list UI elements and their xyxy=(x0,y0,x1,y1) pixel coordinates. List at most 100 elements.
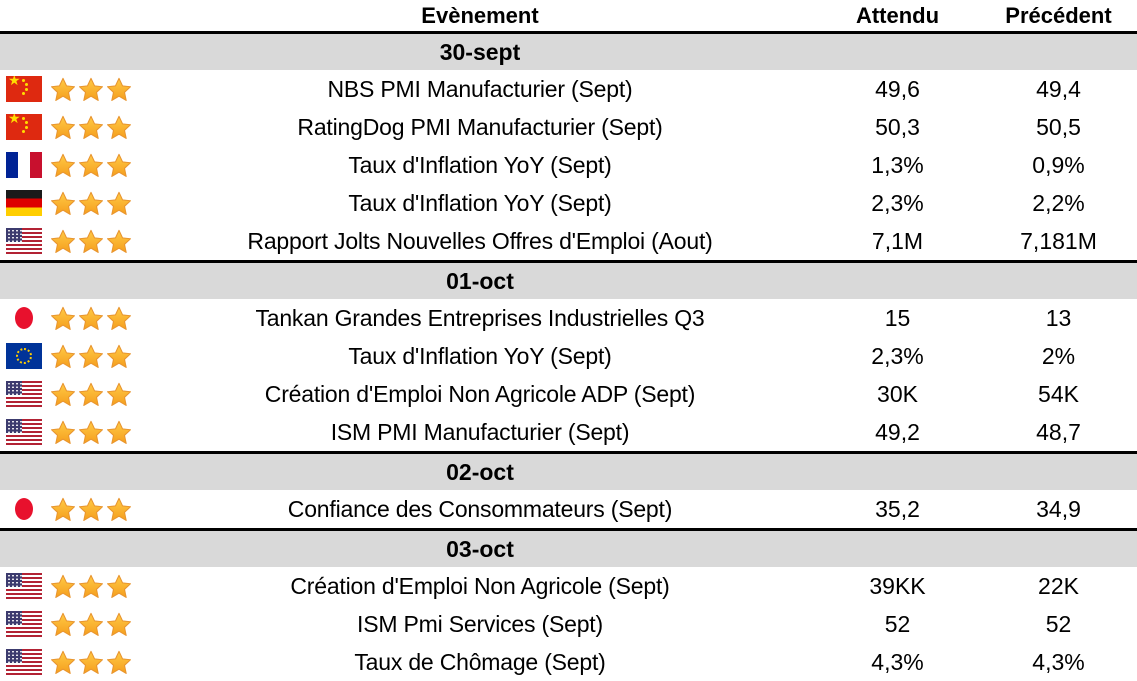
expected-value: 15 xyxy=(884,304,911,331)
section-date-label: 30-sept xyxy=(439,38,521,65)
country-flag-cell xyxy=(0,343,50,369)
importance-stars xyxy=(50,420,145,445)
event-name: ISM Pmi Services (Sept) xyxy=(357,610,603,637)
importance-star-icon xyxy=(79,612,103,636)
importance-star-icon xyxy=(79,344,103,368)
importance-star-icon xyxy=(51,77,75,101)
country-flag-cell xyxy=(0,152,50,178)
importance-star-icon xyxy=(51,344,75,368)
expected-value: 35,2 xyxy=(875,495,920,522)
previous-value: 22K xyxy=(1038,572,1079,599)
importance-star-icon xyxy=(79,306,103,330)
importance-star-icon xyxy=(79,574,103,598)
importance-star-icon xyxy=(107,497,131,521)
flag-usa-icon xyxy=(6,228,42,254)
event-name: Création d'Emploi Non Agricole (Sept) xyxy=(290,572,670,599)
expected-value: 7,1M xyxy=(871,227,924,254)
event-name: ISM PMI Manufacturier (Sept) xyxy=(330,418,630,445)
country-flag-cell xyxy=(0,419,50,445)
flag-france-icon xyxy=(6,152,42,178)
importance-star-icon xyxy=(51,574,75,598)
country-flag-cell xyxy=(0,573,50,599)
importance-star-icon xyxy=(79,191,103,215)
importance-star-icon xyxy=(107,115,131,139)
importance-stars xyxy=(50,191,145,216)
expected-value: 49,6 xyxy=(875,75,920,102)
flag-japan-icon xyxy=(6,305,42,331)
importance-star-icon xyxy=(107,306,131,330)
event-row: Tankan Grandes Entreprises Industrielles… xyxy=(0,299,1137,337)
date-section-header: 02-oct xyxy=(0,451,1137,490)
event-row: Taux de Chômage (Sept) 4,3% 4,3% xyxy=(0,643,1137,681)
previous-value: 4,3% xyxy=(1032,648,1085,675)
expected-value: 2,3% xyxy=(871,342,924,369)
importance-star-icon xyxy=(51,115,75,139)
expected-value: 39KK xyxy=(869,572,926,599)
importance-star-icon xyxy=(51,306,75,330)
flag-usa-icon xyxy=(6,573,42,599)
importance-star-icon xyxy=(51,650,75,674)
previous-value: 2,2% xyxy=(1032,189,1085,216)
importance-star-icon xyxy=(107,191,131,215)
previous-value: 34,9 xyxy=(1036,495,1081,522)
expected-value: 4,3% xyxy=(871,648,924,675)
event-name: Taux de Chômage (Sept) xyxy=(354,648,606,675)
importance-stars xyxy=(50,497,145,522)
importance-stars xyxy=(50,229,145,254)
importance-stars xyxy=(50,574,145,599)
event-row: Confiance des Consommateurs (Sept) 35,2 … xyxy=(0,490,1137,528)
country-flag-cell xyxy=(0,228,50,254)
flag-usa-icon xyxy=(6,419,42,445)
importance-stars xyxy=(50,115,145,140)
event-name: Confiance des Consommateurs (Sept) xyxy=(287,495,673,522)
country-flag-cell xyxy=(0,496,50,522)
table-body: 30-sept NBS PMI Manufacturier (Sept) 49,… xyxy=(0,31,1137,681)
event-name: Rapport Jolts Nouvelles Offres d'Emploi … xyxy=(247,227,713,254)
importance-star-icon xyxy=(107,612,131,636)
importance-star-icon xyxy=(107,382,131,406)
section-date-label: 02-oct xyxy=(446,458,514,485)
country-flag-cell xyxy=(0,76,50,102)
table-header-row: Evènement Attendu Précédent xyxy=(0,0,1137,31)
importance-star-icon xyxy=(79,115,103,139)
importance-star-icon xyxy=(51,420,75,444)
importance-star-icon xyxy=(51,497,75,521)
previous-value: 2% xyxy=(1041,342,1076,369)
event-name: Création d'Emploi Non Agricole ADP (Sept… xyxy=(264,380,696,407)
date-section-header: 03-oct xyxy=(0,528,1137,567)
event-row: ISM PMI Manufacturier (Sept) 49,2 48,7 xyxy=(0,413,1137,451)
event-name: Taux d'Inflation YoY (Sept) xyxy=(348,151,612,178)
importance-star-icon xyxy=(107,344,131,368)
column-header-event: Evènement xyxy=(421,2,539,28)
importance-stars xyxy=(50,153,145,178)
event-row: Création d'Emploi Non Agricole (Sept) 39… xyxy=(0,567,1137,605)
importance-star-icon xyxy=(79,77,103,101)
importance-star-icon xyxy=(107,153,131,177)
event-name: Tankan Grandes Entreprises Industrielles… xyxy=(255,304,705,331)
column-header-previous: Précédent xyxy=(1005,2,1112,28)
importance-star-icon xyxy=(51,229,75,253)
previous-value: 54K xyxy=(1038,380,1079,407)
importance-star-icon xyxy=(51,153,75,177)
previous-value: 7,181M xyxy=(1020,227,1097,254)
importance-star-icon xyxy=(107,420,131,444)
country-flag-cell xyxy=(0,305,50,331)
expected-value: 30K xyxy=(877,380,918,407)
flag-eu-icon xyxy=(6,343,42,369)
country-flag-cell xyxy=(0,381,50,407)
importance-star-icon xyxy=(51,191,75,215)
flag-usa-icon xyxy=(6,649,42,675)
expected-value: 52 xyxy=(884,610,911,637)
importance-stars xyxy=(50,612,145,637)
section-date-label: 01-oct xyxy=(446,267,514,294)
importance-star-icon xyxy=(107,229,131,253)
importance-stars xyxy=(50,650,145,675)
previous-value: 0,9% xyxy=(1032,151,1085,178)
importance-star-icon xyxy=(51,612,75,636)
expected-value: 50,3 xyxy=(875,113,920,140)
event-row: ISM Pmi Services (Sept) 52 52 xyxy=(0,605,1137,643)
importance-star-icon xyxy=(79,650,103,674)
flag-usa-icon xyxy=(6,381,42,407)
date-section-header: 01-oct xyxy=(0,260,1137,299)
